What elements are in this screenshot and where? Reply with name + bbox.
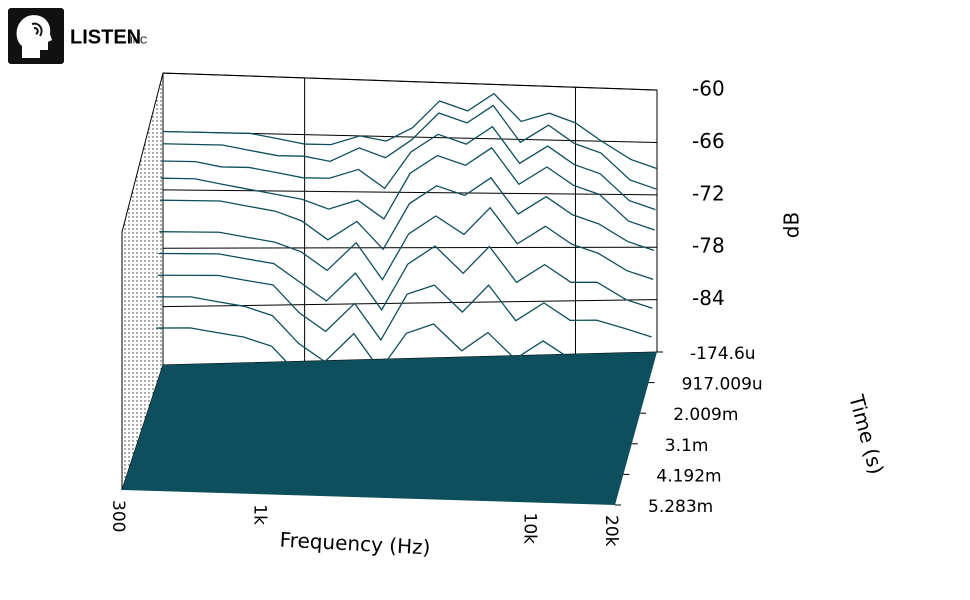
- logo-name: LISTEN: [70, 26, 141, 48]
- grid-line: [162, 72, 658, 91]
- y-tick-label: 917.009u: [682, 375, 763, 395]
- y-tick-label: 5.283m: [648, 497, 713, 517]
- grid-line: [162, 189, 658, 196]
- x-axis-label: Frequency (Hz): [279, 528, 431, 560]
- slice-line: [160, 176, 655, 252]
- grid-line: [162, 246, 658, 249]
- grid-line: [162, 299, 658, 308]
- slice-line: [156, 327, 651, 384]
- y-tick-label: 4.192m: [656, 466, 721, 486]
- slice-line: [158, 245, 653, 312]
- x-tick-label: 10k: [520, 513, 540, 545]
- z-tick-label: -84: [692, 286, 725, 310]
- z-axis-label: dB: [780, 212, 804, 238]
- logo: LISTEN INC: [8, 8, 147, 64]
- logo-head: [16, 15, 52, 58]
- floor: [122, 352, 657, 505]
- y-tick-label: 3.1m: [665, 436, 709, 456]
- slice-line: [157, 296, 651, 372]
- slice-line: [161, 125, 656, 211]
- x-tick-label: 20k: [601, 515, 621, 547]
- x-tick-label: 1k: [249, 504, 269, 525]
- slice-line: [162, 92, 658, 170]
- z-tick-label: -78: [692, 234, 725, 258]
- z-tick-label: -66: [692, 129, 725, 153]
- z-tick-label: -72: [692, 181, 725, 205]
- y-tick-label: 2.009m: [673, 405, 738, 425]
- slice-line: [162, 104, 657, 190]
- x-tick-label: 300: [108, 500, 128, 532]
- logo-ear: [31, 22, 43, 37]
- plot: [122, 72, 658, 505]
- slice-line: [160, 146, 655, 231]
- y-axis-label: Time (s): [844, 391, 888, 477]
- z-tick-label: -60: [692, 77, 725, 101]
- slice-line: [157, 274, 652, 342]
- logo-suffix: INC: [130, 36, 147, 47]
- y-tick-label: -174.6u: [690, 344, 756, 364]
- slice-line: [159, 206, 654, 281]
